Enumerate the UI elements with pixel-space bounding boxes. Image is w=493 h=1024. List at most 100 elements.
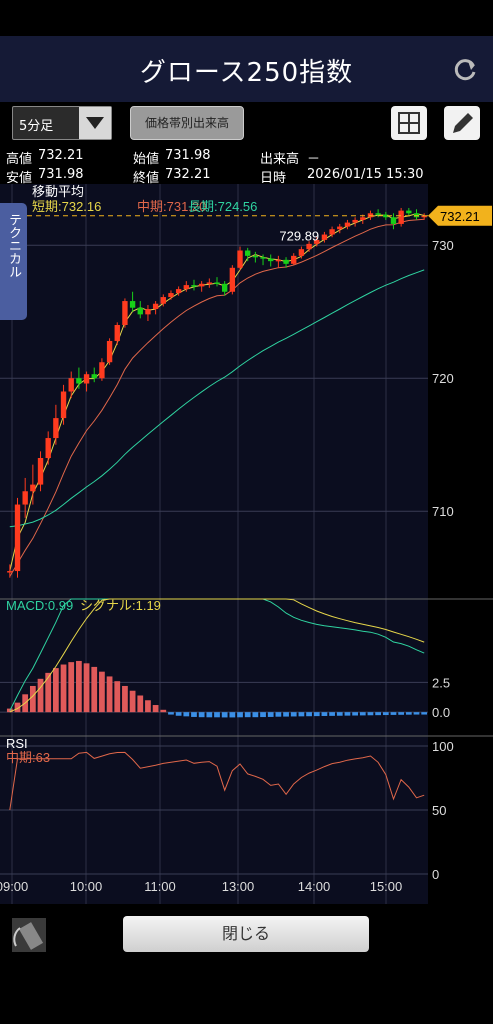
signal-line	[9, 598, 425, 713]
macd-histogram-bar	[129, 690, 136, 713]
macd-histogram-bar	[229, 712, 236, 718]
close-label: 終値	[133, 171, 160, 186]
macd-histogram-bar	[91, 666, 98, 713]
candle-body	[7, 571, 13, 573]
macd-histogram-bar	[160, 709, 167, 713]
macd-histogram-bar	[336, 712, 343, 716]
macd-histogram-bar	[244, 712, 251, 718]
candle-body	[275, 259, 282, 262]
rsi-title: RSI	[6, 736, 28, 751]
macd-histogram-bar	[398, 712, 405, 715]
volume-value: －	[307, 152, 321, 167]
chevron-down-icon	[79, 107, 111, 139]
toolbar: 5分足 価格帯別出来高	[0, 102, 493, 144]
layout-grid-button[interactable]	[391, 106, 427, 140]
macd-histogram-bar	[99, 671, 105, 713]
volume-by-price-button[interactable]: 価格帯別出来高	[130, 106, 244, 140]
candle-body	[283, 259, 289, 264]
datetime-label: 日時	[260, 171, 287, 186]
low-label: 安値	[6, 171, 33, 186]
macd-histogram-bar	[191, 712, 197, 717]
candle-body	[321, 234, 328, 240]
candle-body	[306, 243, 312, 250]
candle-body	[183, 285, 189, 290]
candle-body	[137, 307, 143, 315]
high-annotation: 729.89	[279, 229, 319, 244]
macd-histogram-bar	[306, 712, 312, 717]
macd-histogram-bar	[145, 700, 151, 713]
price-tick-label: 730	[432, 238, 454, 253]
macd-histogram-bar	[214, 712, 220, 718]
candle-body	[76, 378, 82, 384]
short-ma-legend: 短期:732.16	[32, 199, 101, 214]
candle-body	[160, 297, 166, 304]
macd-histogram-bar	[198, 712, 205, 718]
macd-histogram-bar	[168, 712, 174, 715]
time-tick-label: 09:00	[0, 879, 28, 894]
macd-histogram-bar	[183, 712, 190, 717]
time-tick-label: 15:00	[370, 879, 403, 894]
page-title: グロース250指数	[139, 58, 354, 88]
candle-body	[352, 219, 358, 223]
candle-body	[221, 283, 228, 292]
macd-histogram-bar	[283, 712, 289, 717]
technical-tab[interactable]: テクニカル	[0, 203, 27, 320]
signal-legend: シグナル:1.19	[80, 598, 161, 613]
time-tick-label: 14:00	[298, 879, 331, 894]
candle-body	[206, 282, 213, 284]
rotate-screen-icon[interactable]	[10, 916, 48, 954]
ma-title: 移動平均	[32, 184, 84, 199]
volume-label: 出来高	[260, 152, 300, 167]
candle-body	[298, 249, 305, 256]
candle-body	[14, 504, 21, 572]
close-button[interactable]: 閉じる	[123, 916, 369, 952]
candle-body	[237, 250, 243, 268]
candle-body	[367, 213, 374, 218]
grid-icon	[398, 112, 420, 134]
last-price-tag	[428, 205, 492, 226]
candle-body	[106, 340, 113, 363]
price-tick-label: 710	[432, 504, 454, 519]
interval-select[interactable]: 5分足	[12, 106, 112, 140]
macd-histogram-bar	[52, 668, 59, 713]
candle-body	[390, 217, 397, 224]
macd-histogram-bar	[290, 712, 297, 717]
candle-body	[68, 378, 74, 392]
price-info: 高値 732.21 始値 731.98 出来高 － 安値 731.98 終値 7…	[0, 144, 493, 186]
macd-panel	[0, 598, 428, 718]
refresh-icon[interactable]	[453, 56, 479, 82]
macd-histogram-bar	[221, 712, 228, 718]
macd-histogram-bar	[375, 712, 382, 716]
low-value: 731.98	[38, 167, 84, 182]
macd-histogram-bar	[260, 712, 266, 718]
candle-body	[22, 491, 28, 505]
candle-body	[268, 258, 274, 262]
candle-body	[191, 285, 197, 287]
macd-histogram-bar	[76, 660, 82, 713]
chart-background	[0, 184, 428, 904]
candle-body	[45, 438, 51, 458]
candle-body	[375, 213, 381, 215]
candle-body	[406, 210, 412, 214]
macd-histogram-bar	[37, 678, 44, 713]
time-tick-label: 10:00	[70, 879, 103, 894]
macd-histogram-bar	[267, 712, 274, 717]
macd-histogram-bar	[114, 681, 121, 713]
interval-select-value: 5分足	[19, 119, 54, 134]
rsi-line	[9, 751, 425, 811]
candle-body	[245, 250, 251, 256]
macd-histogram-bar	[421, 712, 428, 715]
rsi-tick-label: 0	[432, 867, 439, 882]
candle-body	[175, 289, 182, 294]
draw-button[interactable]	[444, 106, 480, 140]
datetime-value: 2026/01/15 15:30	[307, 167, 424, 182]
mid-ma-line	[9, 218, 425, 577]
candle-body	[229, 267, 236, 292]
macd-histogram-bar	[206, 712, 213, 718]
candle-body	[129, 301, 136, 308]
macd-histogram-bar	[252, 712, 259, 718]
macd-histogram-bar	[29, 685, 36, 713]
macd-histogram-bar	[175, 712, 182, 716]
macd-histogram-bar	[321, 712, 328, 716]
